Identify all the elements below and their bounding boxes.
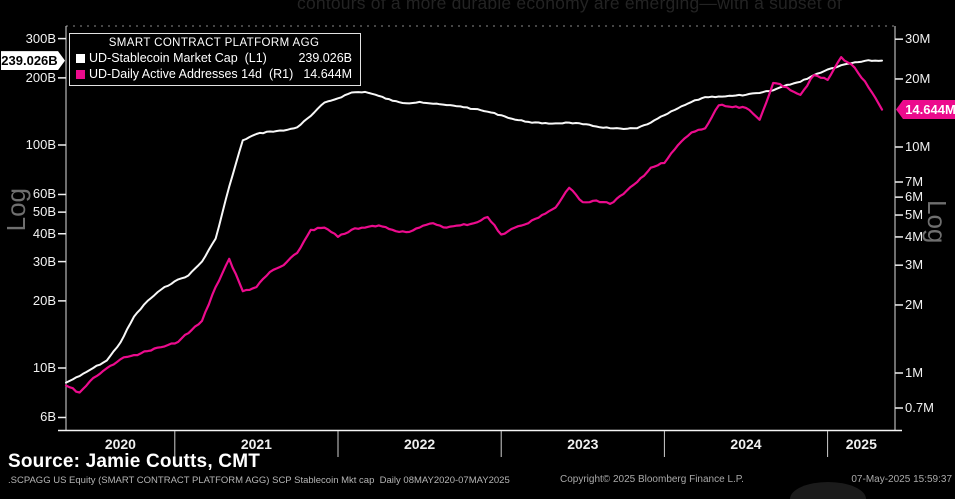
right-axis-tick-label: 0.7M bbox=[905, 400, 934, 415]
right-axis-tick-label: 30M bbox=[905, 31, 931, 47]
left-axis-tick-label: 300B bbox=[25, 30, 56, 46]
left-axis-tick-label: 30B bbox=[32, 253, 56, 269]
right-axis-tick-label: 3M bbox=[905, 257, 924, 273]
chart-legend: SMART CONTRACT PLATFORM AGG UD-Stablecoi… bbox=[69, 33, 361, 86]
left-axis-log-label: Log bbox=[1, 188, 31, 232]
left-axis-tick-label: 200B bbox=[25, 69, 56, 85]
legend-value-stablecoin: 239.026B bbox=[298, 51, 352, 65]
right-axis-tick-label: 1M bbox=[905, 365, 924, 380]
left-axis-tick-label: 40B bbox=[32, 225, 56, 241]
right-axis-last-value-tag: 14.644M bbox=[896, 100, 955, 120]
right-axis-log-label: Log bbox=[922, 200, 952, 244]
right-axis-tick-label: 2M bbox=[905, 296, 924, 312]
timestamp: 07-May-2025 15:59:37 bbox=[851, 474, 952, 485]
right-axis-tick-label: 4M bbox=[905, 228, 924, 244]
x-axis-year-label: 2023 bbox=[567, 436, 599, 452]
left-axis-tick-label: 20B bbox=[32, 292, 56, 308]
legend-title: SMART CONTRACT PLATFORM AGG bbox=[108, 37, 320, 49]
ticker-metadata: .SCPAGG US Equity (SMART CONTRACT PLATFO… bbox=[8, 475, 510, 486]
copyright-notice: Copyright© 2025 Bloomberg Finance L.P. bbox=[560, 474, 744, 485]
left-axis-tick-label: 100B bbox=[25, 137, 56, 152]
left-axis-tick-label: 60B bbox=[32, 186, 56, 202]
pink-series-swatch-icon bbox=[76, 69, 85, 79]
legend-label-active-addresses: UD-Daily Active Addresses 14d (R1) bbox=[76, 67, 293, 81]
right-axis-tick-label: 6M bbox=[905, 189, 924, 205]
legend-row-stablecoin: UD-Stablecoin Market Cap (L1) 239.026B bbox=[76, 51, 352, 65]
stablecoin-marketcap-line bbox=[65, 59, 883, 384]
left-axis-tick-label: 50B bbox=[32, 204, 56, 220]
x-axis-year-label: 2020 bbox=[104, 436, 136, 452]
left-axis-tick-label: 6B bbox=[40, 409, 56, 425]
legend-label-stablecoin: UD-Stablecoin Market Cap (L1) bbox=[76, 51, 267, 65]
x-axis-year-label: 2022 bbox=[404, 436, 436, 452]
right-axis-tick-label: 10M bbox=[905, 139, 931, 154]
clipped-tweet-text-container: contours of a more durable economy are e… bbox=[0, 0, 955, 15]
avatar-watermark-circle bbox=[790, 482, 866, 499]
x-axis-year-label: 2024 bbox=[730, 436, 762, 452]
x-axis-year-label: 2025 bbox=[845, 436, 877, 452]
clipped-tweet-text: contours of a more durable economy are e… bbox=[297, 0, 842, 13]
right-axis-tick-label: 20M bbox=[905, 70, 931, 86]
left-axis-tick-label: 10B bbox=[32, 360, 56, 375]
source-credit: Source: Jamie Coutts, CMT bbox=[8, 451, 261, 472]
active-addresses-line bbox=[64, 55, 884, 394]
white-series-swatch-icon bbox=[76, 53, 85, 63]
x-axis-year-label: 2021 bbox=[240, 436, 272, 452]
legend-value-active-addresses: 14.644M bbox=[303, 67, 352, 81]
right-axis-tick-label: 7M bbox=[905, 174, 924, 189]
left-axis-last-value-tag: 239.026B bbox=[1, 51, 65, 70]
right-axis-tick-label: 5M bbox=[905, 207, 924, 223]
legend-row-active-addresses: UD-Daily Active Addresses 14d (R1) 14.64… bbox=[76, 67, 352, 81]
